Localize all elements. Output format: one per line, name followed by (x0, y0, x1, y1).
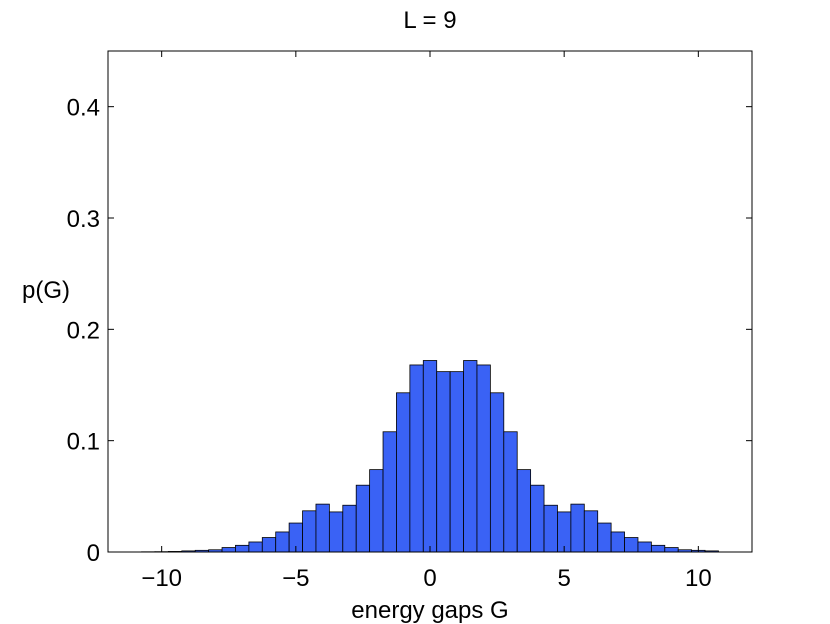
histogram-bar (422, 360, 438, 553)
histogram-bar (369, 469, 384, 553)
histogram-bar (610, 531, 625, 553)
histogram-bar (328, 511, 344, 553)
histogram-bar (664, 547, 679, 553)
x-axis-label: energy gaps G (351, 597, 508, 624)
x-tick-label: −10 (141, 565, 182, 592)
y-axis-label: p(G) (22, 277, 70, 304)
y-tick-label: 0.4 (67, 95, 100, 122)
histogram-bar (382, 431, 397, 553)
histogram-bar (275, 531, 290, 553)
y-tick-label: 0 (87, 540, 100, 567)
y-axis-ticks: 0 0.1 0.2 0.3 0.4 (67, 95, 752, 567)
x-tick-label: 0 (423, 565, 436, 592)
x-tick-label: −5 (282, 565, 309, 592)
histogram-bar (516, 469, 532, 553)
x-tick-label: 5 (557, 565, 570, 592)
histogram-bar (503, 431, 518, 553)
histogram-bar (489, 392, 505, 553)
histogram-bar (637, 541, 652, 553)
histogram-bar (302, 510, 317, 553)
histogram-bar (248, 541, 263, 553)
y-tick-label: 0.3 (67, 206, 100, 233)
histogram-bar (463, 360, 478, 553)
histogram-bar (261, 537, 277, 553)
histogram-bar (355, 484, 371, 553)
histogram-bar (543, 504, 558, 553)
x-axis-ticks: −10 −5 0 5 10 (141, 51, 712, 592)
histogram-bar (570, 503, 585, 553)
histogram-bar (476, 364, 491, 553)
histogram-bar (235, 544, 250, 553)
y-tick-label: 0.1 (67, 429, 100, 456)
histogram-bar (409, 364, 424, 553)
histogram-bar (530, 484, 545, 553)
histogram-bars (141, 360, 719, 553)
y-tick-label: 0.2 (67, 317, 100, 344)
histogram-bar (436, 371, 451, 553)
histogram-bar (650, 544, 666, 553)
histogram-bar (342, 504, 357, 553)
histogram-bar (315, 503, 330, 553)
histogram-bar (624, 537, 639, 553)
histogram-bar (221, 547, 236, 553)
histogram-bar (583, 510, 599, 553)
histogram-bar (597, 522, 612, 553)
chart-title: L = 9 (403, 7, 456, 34)
histogram-bar (396, 392, 411, 553)
x-tick-label: 10 (685, 565, 712, 592)
histogram-bar (557, 511, 572, 553)
histogram-bar (449, 371, 464, 553)
